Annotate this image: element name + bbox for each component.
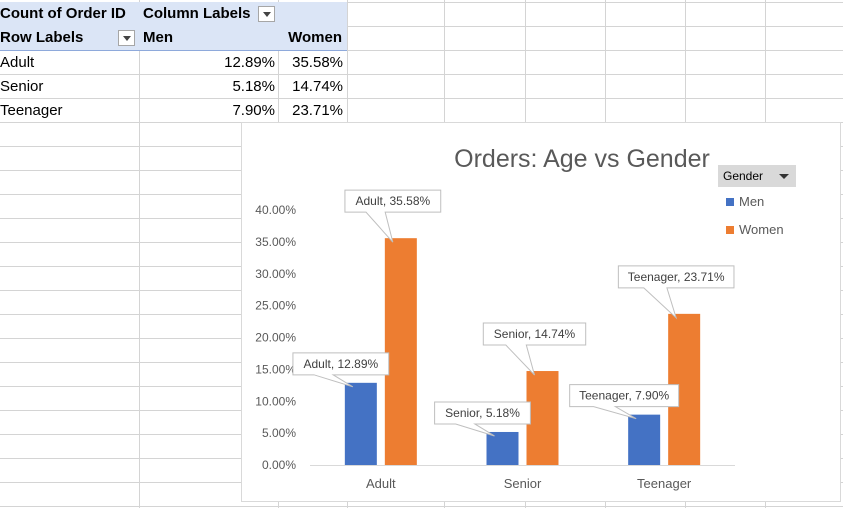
bar-men [486, 431, 519, 465]
data-label-callout [434, 401, 531, 437]
data-label: Teenager, 23.71% [628, 270, 725, 284]
y-tick-label: 25.00% [255, 299, 296, 313]
y-tick-label: 20.00% [255, 331, 296, 345]
y-tick-label: 5.00% [262, 426, 296, 440]
pivot-header-row-2: Row Labels Men Women [0, 26, 347, 51]
women-column-header: Women [288, 29, 342, 46]
row-labels-filter-button[interactable] [118, 30, 135, 46]
gender-filter-button[interactable]: Gender [718, 165, 796, 187]
data-label-callout [482, 322, 587, 376]
data-label-callout [292, 352, 390, 388]
gridline-row [0, 74, 843, 75]
data-label: Teenager, 7.90% [579, 389, 669, 403]
x-tick-label: Adult [366, 476, 396, 491]
chart-plot-area[interactable]: 0.00% 5.00% 10.00% 15.00% 20.00% 25.00% 30.00%… [242, 123, 842, 503]
x-tick-label: Teenager [637, 476, 692, 491]
bar-women [526, 371, 559, 465]
gridline-row [0, 50, 843, 51]
pivot-header-row-1: Count of Order ID Column Labels [0, 2, 347, 26]
data-label: Senior, 5.18% [445, 406, 520, 420]
gridline-row [0, 98, 843, 99]
legend-swatch-men [726, 198, 734, 206]
y-tick-label: 35.00% [255, 235, 296, 249]
y-tick-label: 15.00% [255, 362, 296, 376]
data-label: Senior, 14.74% [494, 327, 576, 341]
gridline-row [0, 26, 843, 27]
bar-men [628, 414, 661, 465]
y-tick-label: 40.00% [255, 203, 296, 217]
data-label: Adult, 35.58% [355, 194, 430, 208]
y-tick-label: 0.00% [262, 458, 296, 472]
data-label-callout [569, 384, 680, 420]
men-column-header: Men [143, 29, 173, 46]
row-label[interactable]: Adult [0, 54, 35, 71]
legend-label-women: Women [739, 222, 784, 237]
pivot-chart[interactable]: Orders: Age vs Gender Gender Men Women 0… [241, 122, 841, 502]
data-label: Adult, 12.89% [303, 357, 378, 371]
gridline-row [0, 506, 843, 507]
women-value[interactable]: 23.71% [292, 102, 343, 119]
legend-label-men: Men [739, 194, 765, 209]
row-label[interactable]: Senior [0, 78, 44, 95]
gender-filter-label: Gender [723, 169, 764, 183]
data-label-callout [617, 265, 735, 320]
legend-item-women[interactable]: Women [726, 222, 784, 238]
women-value[interactable]: 14.74% [292, 78, 343, 95]
row-label[interactable]: Teenager [0, 102, 63, 119]
y-tick-label: 30.00% [255, 267, 296, 281]
pivot-row[interactable]: Teenager 7.90% 23.71% [0, 99, 347, 123]
men-value[interactable]: 5.18% [232, 78, 275, 95]
legend-swatch-women [726, 226, 734, 234]
men-value[interactable]: 7.90% [232, 102, 275, 119]
column-labels-header: Column Labels [143, 5, 251, 22]
men-value[interactable]: 12.89% [224, 54, 275, 71]
legend-item-men[interactable]: Men [726, 194, 764, 210]
column-labels-filter-button[interactable] [258, 6, 275, 22]
y-tick-label: 10.00% [255, 394, 296, 408]
gridline-column [139, 0, 140, 508]
row-labels-header: Row Labels [0, 29, 84, 46]
women-value[interactable]: 35.58% [292, 54, 343, 71]
pivot-row[interactable]: Senior 5.18% 14.74% [0, 75, 347, 99]
bar-women [384, 238, 417, 465]
chart-title[interactable]: Orders: Age vs Gender [454, 145, 710, 173]
gridline-row [0, 2, 843, 3]
data-label-callout [344, 189, 442, 243]
x-tick-label: Senior [504, 476, 542, 491]
pivot-row[interactable]: Adult 12.89% 35.58% [0, 51, 347, 75]
bar-men [344, 382, 377, 465]
pivot-corner-label: Count of Order ID [0, 5, 126, 22]
